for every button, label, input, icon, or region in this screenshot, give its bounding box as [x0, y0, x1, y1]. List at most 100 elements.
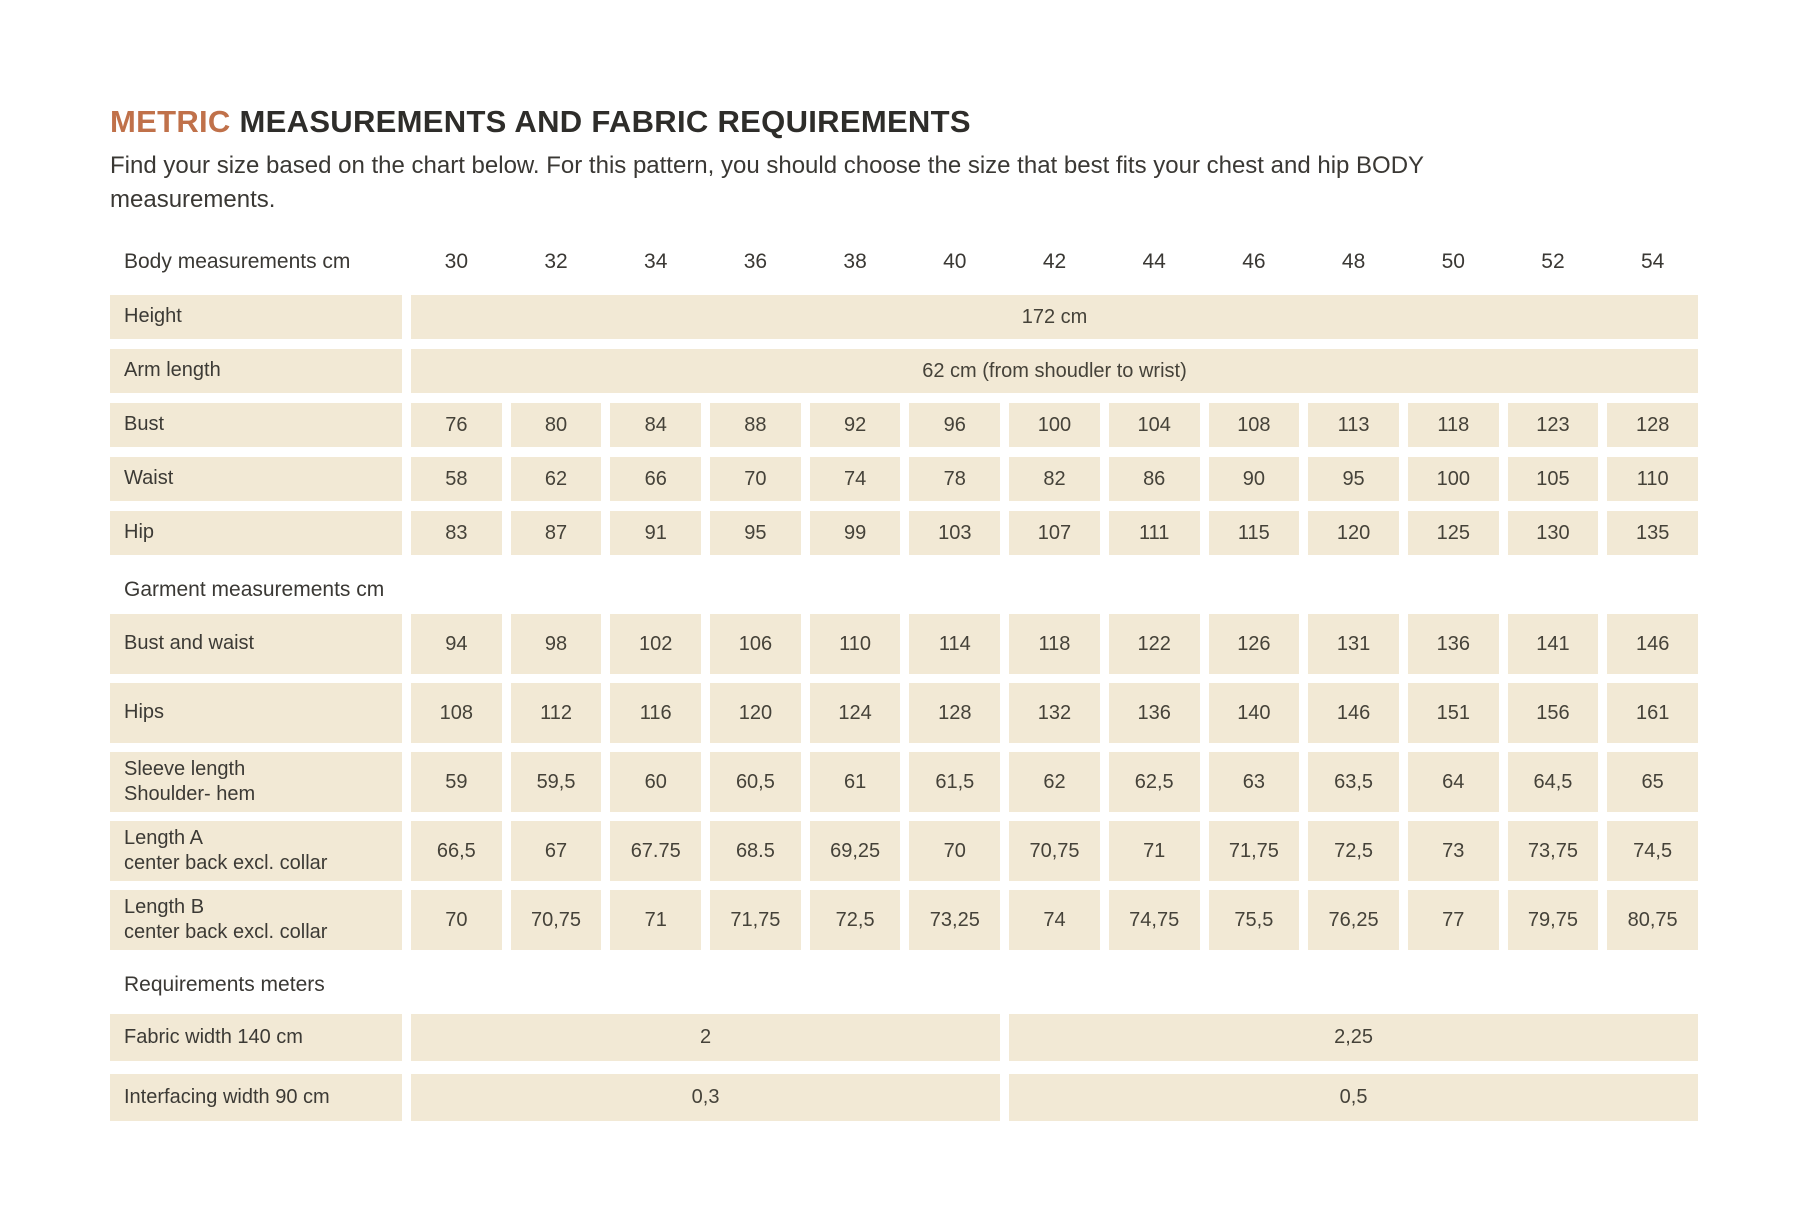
size-column-header: 36	[743, 250, 768, 274]
measurement-cell: 136	[1407, 614, 1499, 675]
row-label: Fabric width 140 cm	[110, 1014, 402, 1062]
measurement-cell: 91	[610, 511, 702, 556]
measurement-cell: 156	[1507, 683, 1599, 744]
row-label-line-1: Length A	[124, 826, 203, 849]
row-label: Length A center back excl. collar	[110, 821, 402, 882]
measurement-cell: 68.5	[710, 821, 801, 882]
span-value-cell: 172 cm	[411, 295, 1698, 340]
measurement-cell: 73,25	[909, 890, 1001, 951]
measurement-cell: 108	[411, 683, 502, 744]
measurement-cell: 102	[610, 614, 702, 675]
measurement-cell: 59	[411, 752, 502, 813]
section-header-requirements: Requirements meters	[124, 972, 325, 996]
measurement-cell: 115	[1208, 511, 1300, 556]
measurement-cell: 88	[710, 403, 801, 448]
table-row: Bust and waist 94 98 102 106 110 114 118 122 126 1…	[110, 614, 1698, 675]
page-title: METRIC MEASUREMENTS AND FABRIC REQUIREME…	[110, 104, 1698, 140]
span-value-cell: 0,3	[411, 1074, 1001, 1122]
row-label: Height	[110, 295, 402, 340]
measurement-cell: 136	[1108, 683, 1200, 744]
measurement-cell: 116	[610, 683, 702, 744]
measurement-cell: 131	[1308, 614, 1399, 675]
measurement-cell: 95	[710, 511, 801, 556]
page-title-rest: MEASUREMENTS AND FABRIC REQUIREMENTS	[230, 104, 971, 139]
measurement-cell: 79,75	[1507, 890, 1599, 951]
measurement-cell: 61	[809, 752, 901, 813]
measurement-cell: 76	[411, 403, 502, 448]
measurement-cell: 58	[411, 457, 502, 502]
subtitle-line-2: measurements.	[110, 186, 276, 214]
measurement-cell: 135	[1607, 511, 1698, 556]
measurement-cell: 66	[610, 457, 702, 502]
measurement-cell: 130	[1507, 511, 1599, 556]
measurement-cell: 146	[1308, 683, 1399, 744]
measurement-cell: 73,75	[1507, 821, 1599, 882]
page-content: METRIC MEASUREMENTS AND FABRIC REQUIREME…	[110, 104, 1698, 1134]
size-column-header: 32	[544, 250, 568, 274]
measurement-cell: 128	[1607, 403, 1698, 448]
measurement-cell: 98	[510, 614, 602, 675]
measurement-cell: 125	[1407, 511, 1499, 556]
table-row: Height 172 cm	[110, 295, 1698, 340]
measurement-cell: 64	[1407, 752, 1499, 813]
page-title-highlight: METRIC	[110, 104, 231, 139]
measurement-cell: 107	[1009, 511, 1100, 556]
measurement-cell: 78	[909, 457, 1001, 502]
size-column-header: 54	[1640, 250, 1665, 274]
measurement-cell: 108	[1208, 403, 1300, 448]
measurement-cell: 70,75	[510, 890, 602, 951]
row-label-line-1: Sleeve length	[124, 757, 246, 780]
size-column-header: 44	[1142, 250, 1166, 274]
measurement-cell: 110	[809, 614, 901, 675]
span-value-cell: 2	[411, 1014, 1001, 1062]
table-row: Fabric width 140 cm 2 2,25	[110, 1014, 1698, 1062]
measurement-cell: 111	[1108, 511, 1200, 556]
section-header-garment: Garment measurements cm	[124, 577, 385, 601]
measurement-cell: 69,25	[809, 821, 901, 882]
measurement-cell: 140	[1208, 683, 1300, 744]
measurement-cell: 106	[710, 614, 801, 675]
measurement-cell: 161	[1607, 683, 1698, 744]
table-row: Arm length 62 cm (from shoudler to wrist)	[110, 349, 1698, 394]
row-label-line-2: center back excl. collar	[124, 921, 328, 944]
table-row: Waist 58 62 66 70 74 78 82 86 90 95 100 105 110	[110, 457, 1698, 502]
span-value-cell: 62 cm (from shoudler to wrist)	[411, 349, 1698, 394]
garment-measurements-section: Bust and waist 94 98 102 106 110 114 118 122 126 1…	[110, 614, 1698, 951]
size-column-header: 30	[444, 250, 469, 274]
table-row: Interfacing width 90 cm 0,3 0,5	[110, 1074, 1698, 1122]
measurement-cell: 70	[411, 890, 502, 951]
measurement-cell: 92	[809, 403, 901, 448]
subtitle-line-1: Find your size based on the chart below.…	[110, 152, 1425, 179]
measurement-cell: 66,5	[411, 821, 502, 882]
measurement-cell: 59,5	[510, 752, 602, 813]
measurement-cell: 128	[909, 683, 1001, 744]
measurement-cell: 65	[1607, 752, 1698, 813]
measurement-cell: 61,5	[909, 752, 1001, 813]
measurement-cell: 73	[1407, 821, 1499, 882]
measurement-cell: 76,25	[1308, 890, 1399, 951]
row-label-line-1: Length B	[124, 895, 205, 918]
measurement-cell: 99	[809, 511, 901, 556]
size-column-header: 52	[1541, 250, 1565, 274]
measurement-cell: 120	[710, 683, 801, 744]
measurement-cell: 83	[411, 511, 502, 556]
measurement-cell: 94	[411, 614, 502, 675]
size-column-header: 48	[1341, 250, 1366, 274]
measurement-cell: 63,5	[1308, 752, 1399, 813]
measurement-cell: 112	[510, 683, 602, 744]
measurement-cell: 74,75	[1108, 890, 1200, 951]
measurement-cell: 95	[1308, 457, 1399, 502]
measurement-cell: 118	[1407, 403, 1499, 448]
measurement-cell: 71,75	[710, 890, 801, 951]
table-row: Bust 76 80 84 88 92 96 100 104 108 113 118 123 128	[110, 403, 1698, 448]
row-label: Interfacing width 90 cm	[110, 1074, 402, 1122]
measurement-cell: 132	[1009, 683, 1100, 744]
measurement-cell: 114	[909, 614, 1001, 675]
measurement-cell: 124	[809, 683, 901, 744]
table-row: Length B center back excl. collar 70 70,75 7…	[110, 890, 1698, 951]
measurement-cell: 87	[510, 511, 602, 556]
size-column-header: 46	[1242, 250, 1266, 274]
measurement-cell: 67.75	[610, 821, 702, 882]
span-value-cell: 2,25	[1009, 1014, 1698, 1062]
measurement-cell: 62	[1009, 752, 1100, 813]
